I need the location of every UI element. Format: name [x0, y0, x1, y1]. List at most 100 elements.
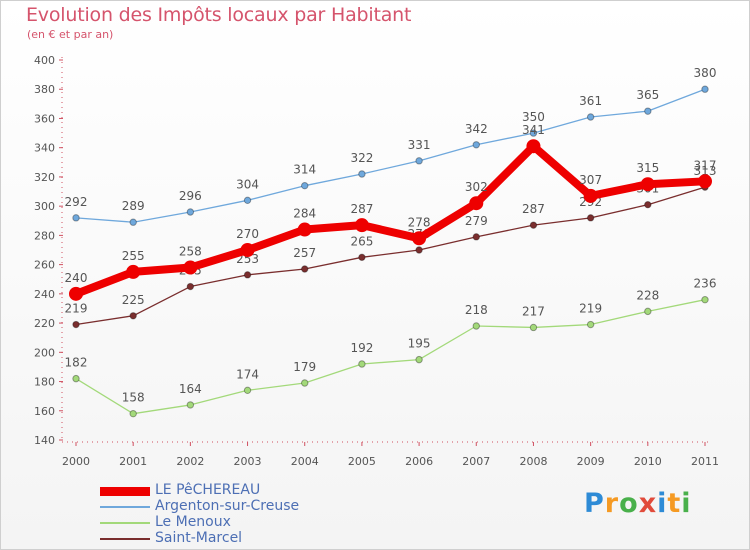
y-tick-label: 280	[34, 229, 55, 242]
chart-title: Evolution des Impôts locaux par Habitant	[26, 4, 412, 26]
y-tick-label: 340	[34, 142, 55, 155]
legend-swatch	[100, 538, 150, 540]
y-tick-label: 360	[34, 112, 55, 125]
x-tick-label: 2008	[519, 455, 547, 468]
data-point-argenton-sur-creuse	[644, 107, 652, 115]
data-point-le-menoux	[415, 355, 423, 364]
legend-item-argenton-sur-creuse: Argenton-sur-Creuse	[100, 498, 400, 515]
data-label-le-pechereau: 287	[350, 202, 373, 216]
legend-item-saint-marcel: Saint-Marcel	[100, 530, 400, 547]
data-point-le-pechereau	[240, 243, 255, 257]
data-point-le-pechereau	[640, 177, 655, 192]
data-label-le-menoux: 218	[465, 303, 488, 317]
data-point-saint-marcel	[586, 214, 595, 222]
data-point-argenton-sur-creuse	[72, 214, 80, 222]
data-point-argenton-sur-creuse	[586, 113, 595, 121]
y-tick-label: 300	[34, 200, 55, 213]
y-tick-label: 200	[34, 346, 55, 359]
data-label-le-pechereau: 240	[65, 271, 88, 285]
x-tick-label: 2000	[62, 455, 90, 468]
data-point-le-pechereau	[469, 196, 484, 211]
data-point-saint-marcel	[415, 246, 423, 254]
data-point-argenton-sur-creuse	[358, 170, 366, 178]
data-label-argenton-sur-creuse: 322	[350, 151, 373, 165]
legend-item-le-pechereau: LE PêCHEREAU	[100, 482, 400, 499]
data-point-saint-marcel	[243, 271, 252, 279]
data-label-le-pechereau: 307	[579, 173, 602, 187]
data-point-saint-marcel	[472, 233, 480, 241]
y-tick-label: 140	[34, 434, 55, 447]
data-point-saint-marcel	[358, 253, 366, 262]
data-label-le-menoux: 219	[579, 302, 602, 316]
data-point-argenton-sur-creuse	[243, 196, 252, 205]
data-label-argenton-sur-creuse: 304	[236, 177, 259, 191]
data-label-le-pechereau: 278	[408, 215, 431, 229]
x-tick-label: 2011	[691, 455, 719, 468]
data-label-le-pechereau: 302	[465, 180, 488, 194]
data-label-argenton-sur-creuse: 314	[293, 163, 316, 177]
legend-swatch	[100, 506, 150, 508]
data-label-saint-marcel: 219	[65, 302, 88, 316]
logo-letter: i	[681, 488, 692, 519]
data-label-argenton-sur-creuse: 365	[636, 88, 659, 102]
data-point-le-menoux	[472, 322, 480, 330]
data-point-le-pechereau	[183, 260, 198, 275]
data-point-le-menoux	[586, 320, 595, 329]
x-tick-label: 2001	[119, 455, 147, 468]
y-tick-label: 240	[34, 288, 55, 301]
data-point-saint-marcel	[301, 265, 309, 273]
data-label-le-menoux: 228	[636, 288, 659, 302]
data-label-argenton-sur-creuse: 350	[522, 110, 545, 124]
data-label-saint-marcel: 287	[522, 202, 545, 216]
data-point-le-pechereau	[583, 188, 598, 203]
data-point-le-menoux	[358, 360, 366, 368]
series-line-argenton-sur-creuse	[75, 88, 706, 223]
data-point-le-menoux	[644, 307, 652, 316]
data-label-argenton-sur-creuse: 361	[579, 94, 602, 108]
legend: LE PêCHEREAU Argenton-sur-Creuse Le Menoux…	[100, 482, 400, 547]
data-point-argenton-sur-creuse	[701, 85, 709, 93]
proxiti-logo: Proxiti	[584, 488, 692, 519]
data-label-le-pechereau: 255	[122, 249, 145, 263]
series-line-le-pechereau	[72, 142, 709, 298]
data-label-le-menoux: 164	[179, 382, 202, 396]
data-label-le-menoux: 217	[522, 304, 545, 318]
data-point-saint-marcel	[644, 200, 652, 209]
data-label-le-pechereau: 341	[522, 123, 545, 137]
data-label-le-pechereau: 315	[636, 161, 659, 175]
data-label-saint-marcel: 313	[694, 164, 717, 178]
data-label-le-pechereau: 270	[236, 227, 259, 241]
data-label-le-pechereau: 284	[293, 207, 316, 221]
x-tick-label: 2004	[291, 455, 319, 468]
data-label-saint-marcel: 279	[465, 214, 488, 228]
x-tick-label: 2002	[176, 455, 204, 468]
chart-subtitle: (en € et par an)	[27, 28, 114, 41]
data-point-le-menoux	[72, 374, 80, 383]
data-point-le-pechereau	[354, 218, 369, 233]
y-tick-label: 260	[34, 259, 55, 272]
data-point-le-pechereau	[69, 286, 83, 301]
data-point-argenton-sur-creuse	[529, 129, 538, 137]
logo-letter: r	[604, 488, 620, 519]
data-label-argenton-sur-creuse: 292	[65, 195, 88, 209]
data-label-argenton-sur-creuse: 331	[408, 138, 431, 152]
data-point-argenton-sur-creuse	[415, 157, 423, 165]
legend-item-le-menoux: Le Menoux	[100, 514, 400, 531]
y-tick-label: 220	[34, 317, 55, 330]
data-point-le-menoux	[701, 295, 709, 304]
data-label-le-pechereau: 317	[694, 158, 717, 172]
y-tick-label: 400	[34, 54, 55, 67]
data-point-argenton-sur-creuse	[129, 218, 137, 226]
x-tick-label: 2007	[462, 455, 490, 468]
data-label-le-menoux: 158	[122, 391, 145, 405]
data-point-le-menoux	[529, 323, 538, 332]
data-label-argenton-sur-creuse: 296	[179, 189, 202, 203]
series-line-saint-marcel	[75, 186, 706, 326]
legend-label: Le Menoux	[155, 514, 231, 530]
legend-swatch	[100, 486, 150, 496]
legend-swatch	[100, 522, 150, 524]
data-point-le-menoux	[243, 386, 252, 395]
logo-letter: P	[584, 488, 605, 519]
data-point-argenton-sur-creuse	[186, 208, 195, 216]
